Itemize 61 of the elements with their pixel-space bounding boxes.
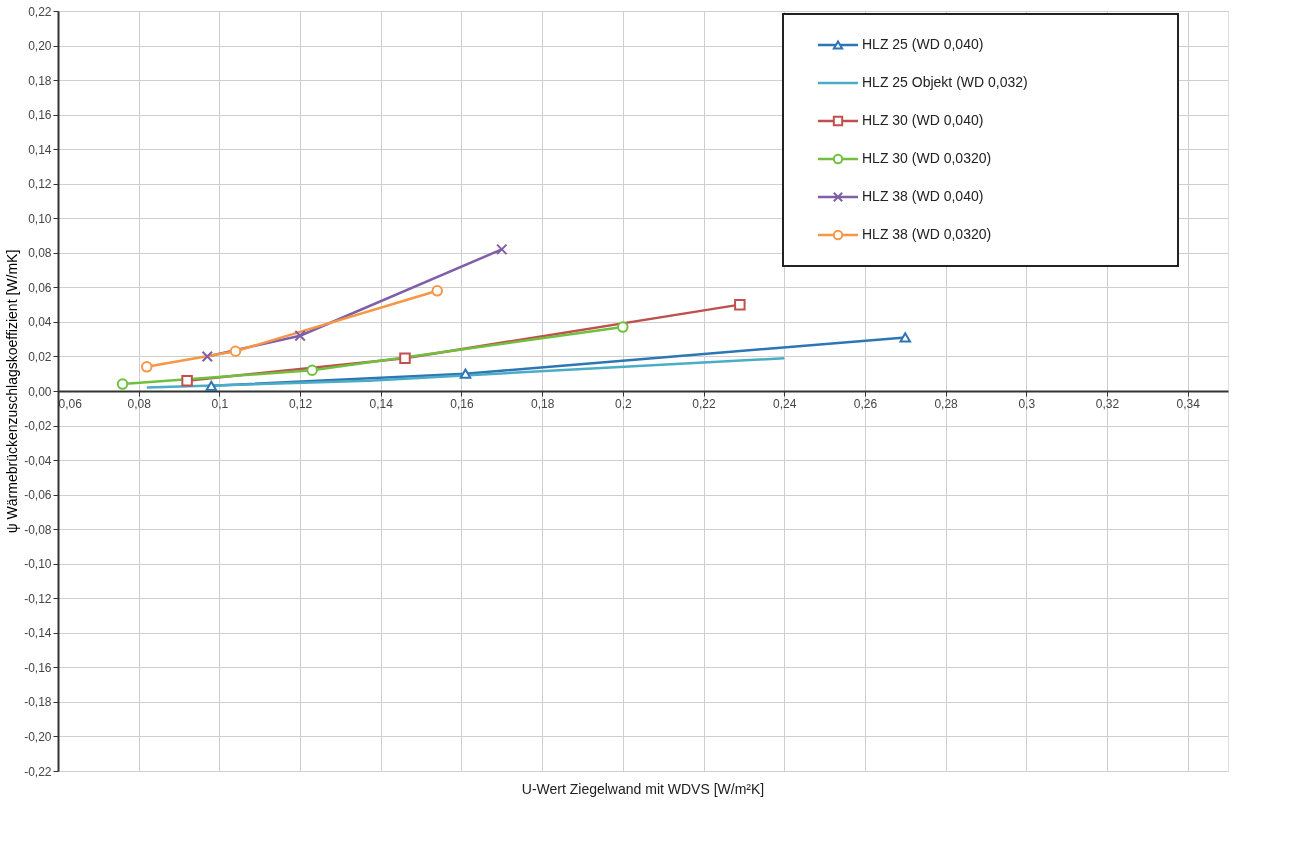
- y-tick-label: 0,06: [28, 280, 52, 295]
- x-tick-label: 0,06: [58, 396, 83, 411]
- y-tick-label: -0,04: [24, 453, 52, 468]
- point: [229, 345, 242, 358]
- point: [496, 243, 508, 256]
- y-tick-label: -0,14: [24, 626, 52, 641]
- x-tick-label: 0,08: [127, 396, 152, 411]
- y-tick-label: 0,10: [28, 211, 52, 226]
- x-tick-label: 0,28: [934, 396, 959, 411]
- point: [399, 352, 411, 364]
- y-tick-label: 0,18: [28, 73, 52, 88]
- x-tick-label: 0,34: [1176, 396, 1201, 411]
- y-tick-label: -0,18: [24, 695, 52, 710]
- y-tick-label: 0,12: [28, 177, 52, 192]
- point: [116, 378, 129, 390]
- legend-label: HLZ 38 (WD 0,0320): [862, 226, 992, 242]
- legend-label: HLZ 38 (WD 0,040): [862, 188, 984, 204]
- point: [205, 380, 218, 391]
- y-tick-label: 0,22: [28, 4, 52, 19]
- legend-label: HLZ 30 (WD 0,040): [862, 112, 984, 128]
- x-tick-label: 0,2: [614, 396, 632, 411]
- y-tick-label: 0,20: [28, 39, 52, 54]
- y-tick-label: -0,08: [24, 522, 52, 537]
- legend-label: HLZ 25 Objekt (WD 0,032): [862, 74, 1028, 90]
- y-tick-label: 0,08: [28, 246, 52, 261]
- point: [294, 329, 306, 342]
- point: [141, 361, 153, 373]
- legend-label: HLZ 25 (WD 0,040): [862, 36, 984, 52]
- y-tick-label: 0,00: [28, 384, 52, 399]
- point: [306, 364, 318, 377]
- x-tick-label: 0,24: [773, 396, 797, 411]
- x-tick-label: 0,16: [450, 396, 474, 411]
- y-tick-label: 0,16: [28, 108, 52, 123]
- y-tick-label: -0,22: [24, 764, 52, 779]
- x-tick-label: 0,18: [530, 396, 555, 411]
- y-tick-label: 0,04: [28, 315, 52, 330]
- x-tick-label: 0,32: [1095, 396, 1120, 411]
- y-tick-label: -0,12: [24, 591, 52, 606]
- point: [459, 368, 472, 379]
- x-tick-label: 0,1: [211, 396, 229, 411]
- y-tick-label: -0,06: [24, 488, 52, 503]
- x-axis-title: U-Wert Ziegelwand mit WDVS [W/m²K]: [521, 781, 765, 797]
- point: [899, 332, 911, 343]
- point: [617, 321, 629, 333]
- y-tick-label: 0,14: [28, 142, 52, 157]
- y-tick-label: -0,20: [24, 729, 52, 744]
- point: [734, 298, 746, 311]
- point: [181, 374, 193, 387]
- y-axis-title: ψ Wärmebrückenzuschlagskoeffizient [W/mK]: [4, 249, 21, 534]
- y-tick-label: -0,16: [24, 660, 52, 675]
- y-tick-label: -0,10: [24, 557, 52, 572]
- point: [201, 350, 214, 363]
- x-tick-label: 0,12: [288, 396, 313, 411]
- y-tick-label: 0,02: [28, 349, 52, 364]
- y-tick-label: -0,02: [24, 419, 52, 434]
- x-tick-label: 0,3: [1018, 396, 1036, 411]
- x-tick-label: 0,14: [369, 396, 394, 411]
- legend-label: HLZ 30 (WD 0,0320): [862, 150, 992, 166]
- x-tick-label: 0,26: [853, 396, 878, 411]
- point: [431, 285, 443, 297]
- x-tick-label: 0,22: [692, 396, 717, 411]
